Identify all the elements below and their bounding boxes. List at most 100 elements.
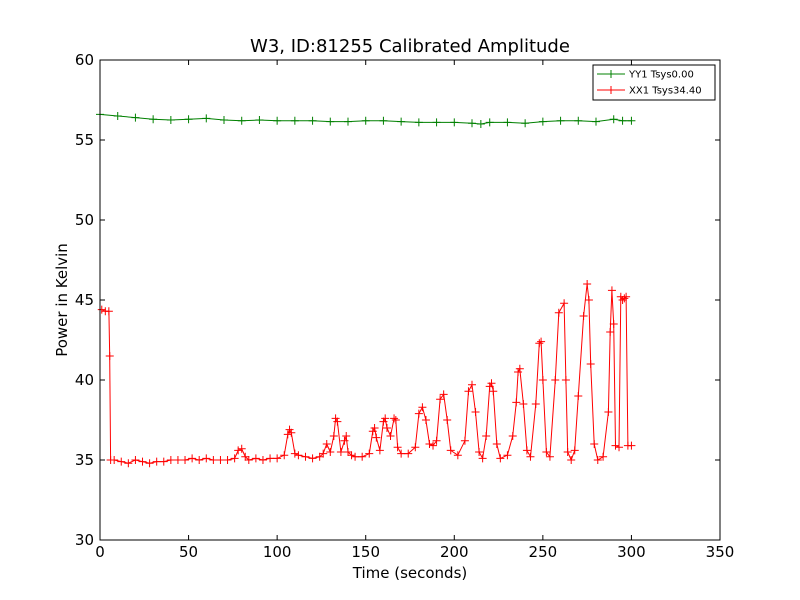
series-2-point	[618, 296, 627, 304]
legend-item-xx1: XX1 Tsys34.40	[597, 86, 702, 97]
x-tick-label: 150	[351, 543, 380, 561]
series-2-point	[251, 454, 260, 463]
series-2-point	[166, 456, 175, 464]
x-tick-label: 250	[529, 543, 558, 561]
series-1-point	[485, 118, 494, 127]
series-2-point	[319, 449, 328, 458]
series-2-point	[538, 376, 547, 384]
series-1-point	[131, 113, 140, 122]
x-axis-label: Time (seconds)	[352, 564, 468, 582]
series-1-point	[618, 116, 627, 125]
series-2-point	[124, 459, 133, 468]
y-tick-label: 35	[75, 451, 94, 469]
series-2-point	[482, 432, 491, 440]
series-1-point	[414, 118, 423, 127]
series-1-point	[609, 115, 618, 124]
series-1-point	[290, 116, 299, 125]
series-2-point	[195, 456, 204, 464]
series-2-point	[429, 441, 438, 450]
series-2-line	[101, 283, 632, 464]
series-2-point	[390, 414, 399, 423]
series-2-point	[567, 456, 576, 464]
series-1-point	[220, 116, 228, 124]
y-axis-label: Power in Kelvin	[53, 243, 71, 357]
series-2-point	[104, 307, 113, 316]
series-2-point	[285, 425, 294, 434]
series-1-point	[149, 115, 158, 124]
series-2-point	[512, 398, 521, 407]
chart-title: W3, ID:81255 Calibrated Amplitude	[250, 36, 570, 57]
series-2-point	[508, 432, 517, 440]
series-2-point	[351, 452, 360, 461]
series-2-point	[237, 444, 246, 453]
series-2-point	[475, 448, 484, 456]
series-2-point	[145, 459, 154, 468]
series-2-point	[370, 424, 379, 432]
series-2-point	[393, 443, 402, 452]
series-1-point	[397, 117, 406, 126]
series-1-point	[521, 119, 530, 128]
y-tick-label: 55	[75, 131, 94, 149]
series-2-point	[561, 376, 570, 384]
series-2-point	[152, 457, 161, 466]
series-2-point	[188, 454, 197, 463]
series-2-point	[244, 456, 253, 464]
series-2-point	[579, 312, 588, 320]
series-2-point	[418, 403, 427, 412]
series-2-point	[347, 451, 356, 460]
series-2-point	[336, 448, 345, 456]
series-2-point	[414, 409, 423, 418]
series-2-point	[453, 451, 462, 460]
series-1-point	[503, 118, 512, 127]
series-2-point	[365, 449, 374, 458]
series-2-point	[570, 446, 579, 455]
series-1	[96, 110, 636, 128]
series-2-point	[535, 339, 544, 348]
series-2-point	[379, 417, 388, 426]
legend-box	[592, 64, 716, 101]
legend-label-yy1: YY1 Tsys0.00	[628, 70, 694, 81]
series-2-point	[326, 448, 335, 456]
series-2-point	[496, 454, 505, 463]
series-2-point	[609, 320, 618, 328]
x-tick-label: 50	[179, 543, 198, 561]
series-2-point	[391, 416, 400, 424]
y-tick-label: 45	[75, 291, 94, 309]
series-2-point	[574, 392, 583, 400]
series-2-point	[117, 457, 126, 466]
y-tick-label: 30	[75, 531, 94, 549]
series-2-point	[131, 456, 140, 464]
series-2-point	[583, 280, 592, 288]
series-2-point	[599, 452, 608, 461]
series-2-point	[159, 457, 168, 466]
series-2-point	[471, 408, 480, 416]
x-tick-label: 0	[95, 543, 105, 561]
series-2-point	[593, 456, 602, 464]
series-1-point	[556, 116, 565, 125]
x-tick-label: 350	[706, 543, 735, 561]
series-2-point	[522, 446, 531, 455]
series-2-point	[563, 448, 572, 456]
series-2-point	[489, 387, 498, 396]
tick-labels: 0 50 100 150 200 250 300 350 30 35 40 45 50 55 60	[75, 51, 734, 561]
series-2-point	[531, 400, 540, 408]
series-2-point	[105, 352, 114, 360]
legend-marker-xx1	[607, 86, 615, 94]
series-2-point	[322, 440, 331, 448]
x-tick-label: 200	[440, 543, 469, 561]
axis-ticks	[99, 59, 721, 541]
series-1-point	[113, 112, 122, 120]
series-2-point	[604, 408, 613, 416]
series-1-point	[627, 116, 636, 125]
plot-frame	[99, 59, 721, 541]
series-2-point	[181, 456, 190, 464]
y-tick-label: 60	[75, 51, 94, 69]
series-2-point	[342, 432, 351, 440]
series-2-point	[315, 452, 324, 461]
series-2-point	[468, 380, 476, 389]
series-1-point	[237, 116, 246, 125]
series-1-point	[574, 116, 583, 125]
series-2-point	[234, 446, 243, 455]
series-2-point	[216, 456, 225, 464]
series-1-point	[326, 117, 335, 126]
